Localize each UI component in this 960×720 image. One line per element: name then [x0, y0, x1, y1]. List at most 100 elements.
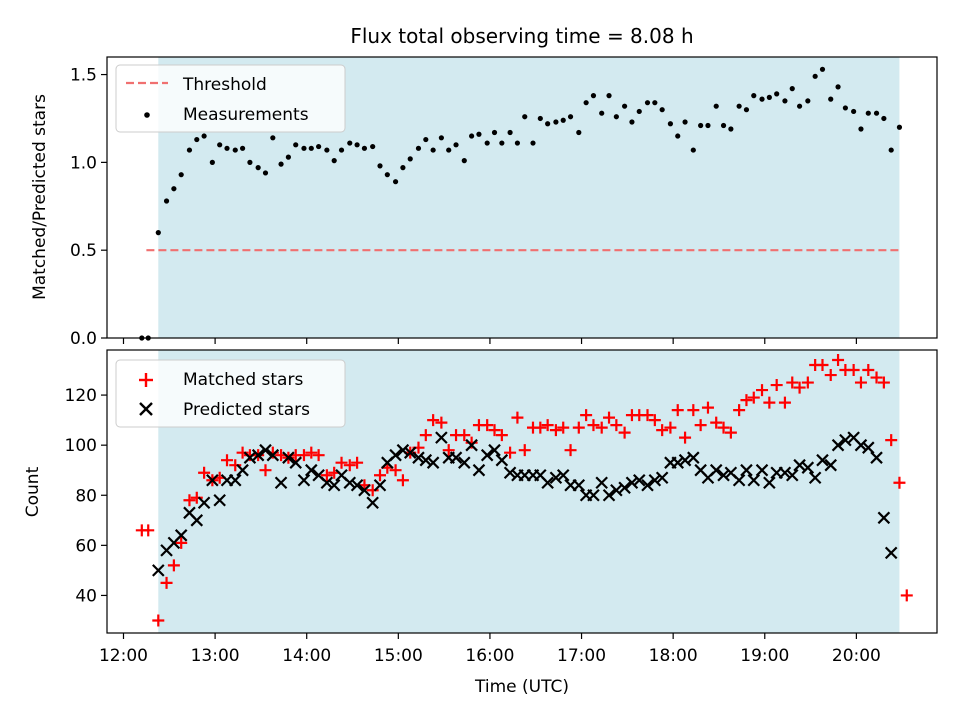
- measurement-point: [636, 108, 642, 115]
- measurement-point: [766, 94, 772, 100]
- predicted-star-point: [403, 446, 417, 459]
- count-y-axis-label: Count: [23, 466, 43, 517]
- predicted-star-point: [236, 463, 249, 477]
- matched-star-point: [389, 464, 402, 477]
- predicted-star-point: [327, 478, 341, 492]
- predicted-star-point: [274, 476, 288, 490]
- measurement-point: [194, 136, 200, 143]
- matched-star-point: [733, 404, 746, 417]
- predicted-star-point: [755, 463, 769, 477]
- measurement-point: [392, 179, 399, 185]
- measurement-point: [613, 114, 619, 120]
- predicted-star-point: [282, 451, 295, 464]
- measurement-point: [606, 93, 612, 99]
- x-tick-label: 16:00: [465, 646, 514, 666]
- measurement-point: [224, 145, 230, 151]
- measurement-point: [865, 110, 871, 116]
- matched-star-point: [419, 429, 432, 442]
- matched-star-point: [160, 576, 173, 589]
- predicted-star-point: [785, 468, 799, 482]
- matched-star-point: [312, 449, 325, 462]
- measurement-point: [720, 122, 727, 129]
- measurement-point: [186, 147, 193, 153]
- matched-star-point: [885, 434, 898, 447]
- predicted-star-point: [297, 473, 311, 487]
- predicted-star-point: [343, 476, 357, 490]
- matched-star-point: [763, 396, 776, 409]
- count-x-ticks: 12:00 13:00 14:00 15:00 16:00 17:00 18:00 19:00…: [99, 633, 881, 666]
- measurement-point: [370, 143, 376, 150]
- measurement-point: [835, 84, 841, 90]
- predicted-star-point: [618, 481, 631, 495]
- measurement-point: [453, 142, 459, 148]
- predicted-star-point: [824, 458, 838, 472]
- measurement-point: [545, 121, 551, 127]
- predicted-star-point: [870, 451, 883, 464]
- measurement-point: [270, 135, 276, 141]
- measurement-point: [377, 163, 383, 169]
- matched-star-point: [305, 446, 318, 459]
- matched-star-point: [320, 469, 333, 482]
- matched-star-point: [534, 421, 547, 434]
- matched-star-point: [366, 484, 379, 497]
- measurement-point: [255, 165, 261, 171]
- x-tick-label: 20:00: [832, 646, 881, 666]
- predicted-star-point: [541, 476, 554, 490]
- predicted-star-point: [632, 473, 646, 487]
- matched-star-point: [694, 419, 707, 432]
- matched-star-point: [572, 421, 585, 434]
- measurement-point: [599, 110, 605, 116]
- predicted-star-point: [488, 443, 501, 457]
- matched-star-point: [557, 421, 570, 434]
- y-tick-label: 60: [75, 536, 97, 556]
- measurement-point: [461, 158, 467, 164]
- measurement-point: [567, 114, 574, 120]
- measurement-point: [285, 154, 291, 160]
- y-tick-label: 1.0: [70, 153, 97, 173]
- measurement-point: [622, 103, 628, 109]
- measurement-point: [507, 129, 513, 136]
- predicted-star-point: [426, 456, 440, 469]
- y-tick-label: 120: [65, 386, 97, 406]
- matched-star-point: [740, 394, 753, 407]
- measurement-points: [139, 66, 903, 341]
- measurement-point: [171, 186, 177, 192]
- matched-star-point: [747, 391, 760, 404]
- predicted-legend-label: Predicted stars: [183, 400, 310, 420]
- predicted-star-point: [251, 448, 265, 462]
- measurement-point: [774, 91, 780, 97]
- x-tick-label: 19:00: [740, 646, 789, 666]
- predicted-star-point: [763, 476, 776, 490]
- predicted-star-point: [412, 451, 425, 464]
- matched-star-point: [671, 404, 684, 417]
- predicted-star-point: [572, 478, 586, 492]
- predicted-star-point: [396, 443, 410, 457]
- matched-star-point: [832, 354, 845, 367]
- measurement-point: [354, 142, 360, 148]
- predicted-star-point: [595, 476, 608, 490]
- ratio-panel-frame: [106, 56, 938, 339]
- measurement-point: [232, 147, 238, 153]
- predicted-star-point: [305, 463, 318, 477]
- predicted-star-point: [854, 438, 868, 452]
- predicted-star-point: [862, 441, 875, 454]
- measurement-point: [705, 122, 711, 129]
- predicted-star-point: [174, 529, 188, 542]
- predicted-star-point: [778, 466, 792, 479]
- predicted-star-point: [625, 476, 639, 490]
- measurement-point: [247, 159, 253, 165]
- measurement-point: [384, 172, 390, 178]
- predicted-star-point: [839, 433, 852, 447]
- matched-star-point: [198, 466, 211, 479]
- predicted-star-point: [709, 463, 723, 477]
- x-axis-label: Time (UTC): [474, 677, 569, 697]
- predicted-star-point: [732, 473, 746, 487]
- predicted-star-point: [678, 453, 692, 467]
- measurement-point: [324, 147, 330, 153]
- matched-star-point: [335, 456, 348, 469]
- x-tick-label: 18:00: [649, 646, 698, 666]
- predicted-star-point: [747, 473, 761, 487]
- predicted-star-point: [503, 466, 517, 479]
- predicted-star-point: [740, 463, 753, 477]
- predicted-star-point: [717, 468, 730, 482]
